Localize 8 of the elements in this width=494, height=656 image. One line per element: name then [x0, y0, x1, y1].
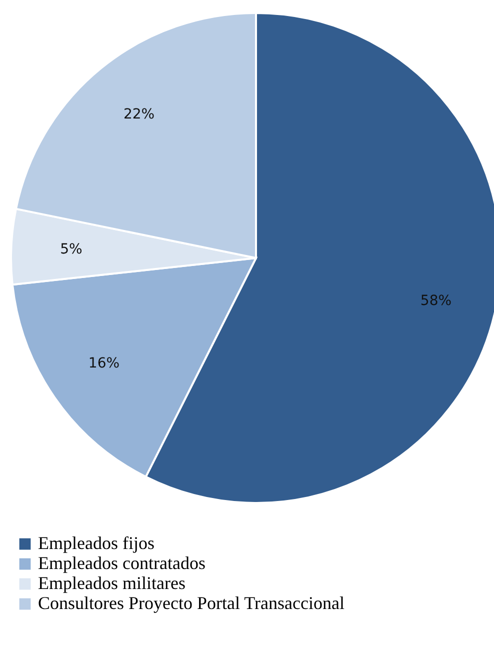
legend-label: Consultores Proyecto Portal Transaccional: [38, 593, 344, 613]
legend-label: Empleados militares: [38, 573, 186, 593]
legend-label: Empleados contratados: [38, 553, 206, 573]
legend-label: Empleados fijos: [38, 533, 154, 553]
data-label: 22%: [123, 106, 155, 123]
data-label: 16%: [88, 355, 120, 372]
data-label: 5%: [60, 241, 82, 258]
data-label: 58%: [420, 292, 452, 309]
